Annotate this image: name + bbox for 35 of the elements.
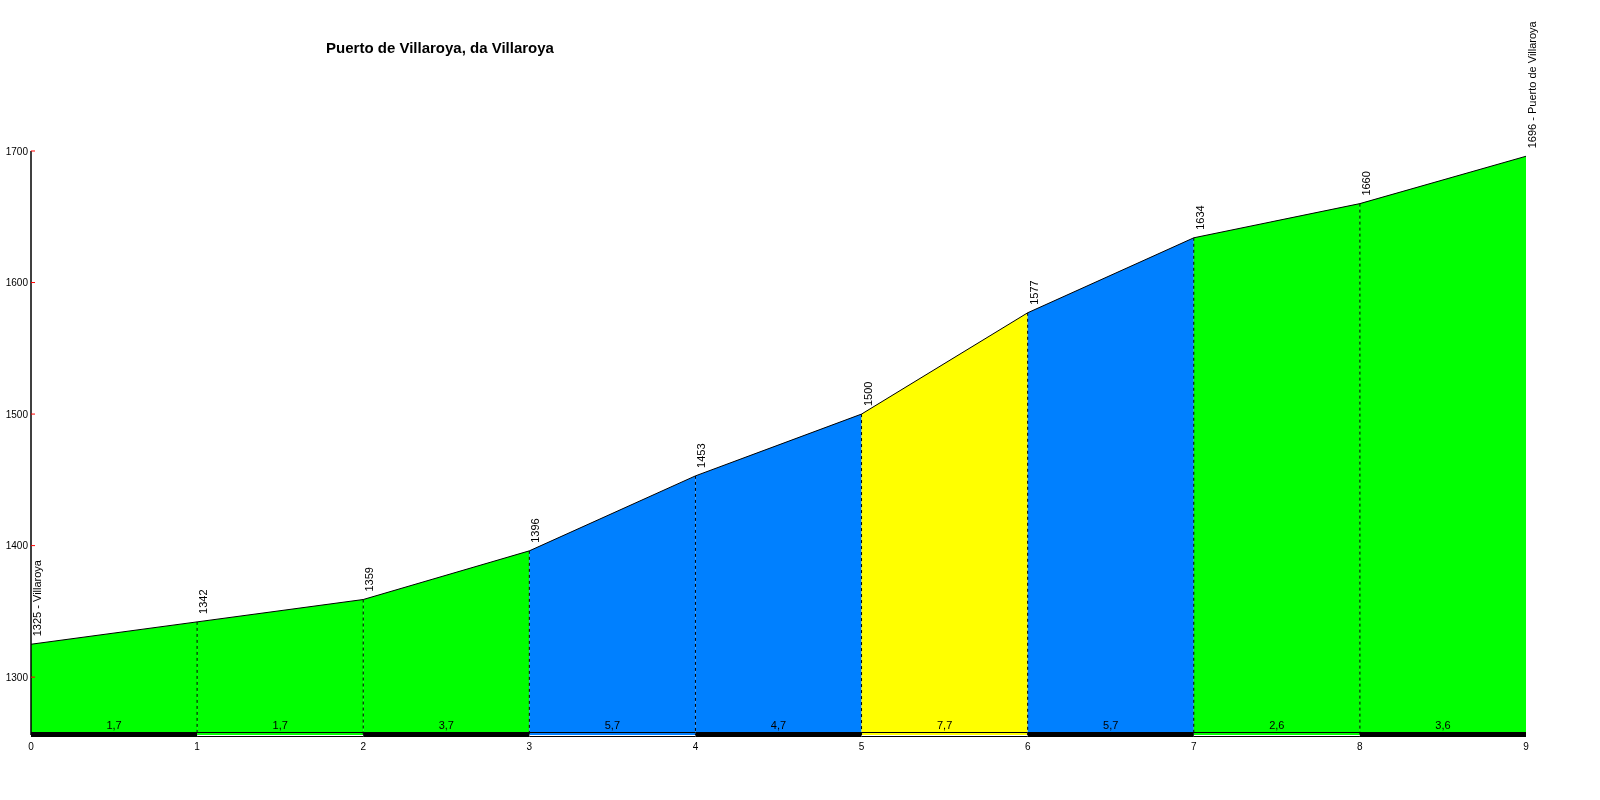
- x-tick-label: 1: [194, 741, 201, 752]
- annotation: 1,7: [272, 719, 288, 731]
- annotation: 1359: [363, 567, 376, 592]
- x-tick-label: 2: [360, 741, 367, 752]
- annotation: 5,7: [604, 719, 621, 731]
- y-tick-label: 1400: [5, 540, 29, 552]
- annotation: 3,6: [1435, 719, 1451, 731]
- x-tick-label: 4: [692, 741, 699, 752]
- annotation: 1500: [861, 381, 874, 407]
- y-tick-label: 1600: [5, 277, 29, 289]
- annotation: 2,6: [1269, 719, 1285, 731]
- annotation: 3,7: [438, 719, 454, 731]
- annotation: 5,7: [1103, 719, 1119, 731]
- annotation: 1577: [1027, 280, 1040, 305]
- annotation: 1660: [1359, 171, 1372, 196]
- y-tick-label: 1500: [5, 408, 29, 420]
- x-tick-label: 6: [1024, 741, 1031, 752]
- annotation: 1342: [197, 589, 210, 614]
- y-tick-label: 1700: [5, 145, 29, 157]
- x-tick-label: 3: [526, 741, 533, 752]
- y-tick-label: 1300: [5, 671, 29, 683]
- annotation: 7,7: [936, 719, 953, 731]
- annotation: 1634: [1193, 205, 1206, 230]
- annotation: 1325 - Villaroya: [31, 559, 43, 637]
- x-tick-label: 7: [1191, 741, 1197, 752]
- annotation: 1,7: [106, 719, 122, 731]
- annotation: 1396: [529, 518, 542, 543]
- x-tick-label: 5: [858, 741, 865, 752]
- annotation: 1453: [695, 443, 708, 468]
- x-tick-label: 9: [1523, 741, 1530, 752]
- chart-title: Puerto de Villaroya, da Villaroya: [326, 39, 555, 56]
- annotation: 1696 - Puerto de Villaroya: [1526, 20, 1538, 149]
- x-tick-label: 8: [1357, 741, 1364, 752]
- x-tick-label: 0: [28, 741, 35, 752]
- annotation: 4,7: [770, 719, 787, 731]
